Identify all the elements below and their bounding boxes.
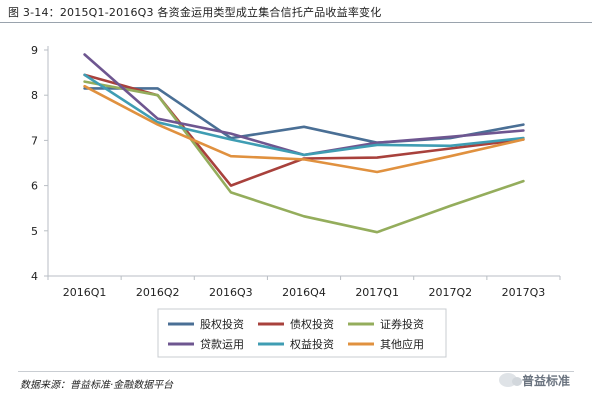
series-line-3 [83,80,525,234]
series-line-2 [83,73,525,187]
x-tick-label: 2017Q3 [502,286,546,299]
watermark-text: 普益标准 [521,373,570,388]
x-tick-label: 2016Q4 [282,286,326,299]
series-line-4 [83,53,525,157]
legend-label: 债权投资 [290,317,334,331]
series-line-6 [83,84,525,174]
x-tick-label: 2017Q1 [355,286,399,299]
y-tick-label: 4 [31,270,38,283]
y-tick-label: 7 [31,134,38,147]
x-tick-label: 2016Q1 [63,286,107,299]
line-chart: 4 5 6 7 8 9 2016Q1 2016Q2 2016Q3 2016Q4 2017Q1 2017… [31,44,561,358]
series-lines [83,53,525,234]
axes: 4 5 6 7 8 9 2016Q1 2016Q2 2016Q3 2016Q4 2017Q1 2017… [31,44,561,299]
series-line-5 [83,73,525,157]
series-line-1 [83,87,525,144]
x-tick-label: 2017Q2 [428,286,472,299]
title-bar: 图 3-14：2015Q1-2016Q3 各资金运用类型成立集合信托产品收益率变… [0,0,592,23]
legend-label: 贷款运用 [200,337,244,351]
x-tick-label: 2016Q3 [209,286,253,299]
wechat-icon [498,373,522,387]
legend-label: 其他应用 [380,337,424,351]
legend-box [157,308,447,358]
legend-label: 股权投资 [200,317,244,331]
y-tick-label: 9 [31,44,38,57]
footer-divider [18,371,574,372]
legend-label: 证券投资 [380,317,424,331]
watermark: 普益标准 [498,370,570,390]
figure-title: 图 3-14：2015Q1-2016Q3 各资金运用类型成立集合信托产品收益率变… [8,6,382,19]
y-tick-label: 8 [31,89,38,102]
y-tick-label: 5 [31,225,38,238]
legend-label: 权益投资 [290,337,334,351]
source-note: 数据来源：普益标准·金融数据平台 [20,380,174,391]
x-tick-label: 2016Q2 [136,286,180,299]
y-tick-label: 6 [31,180,38,193]
